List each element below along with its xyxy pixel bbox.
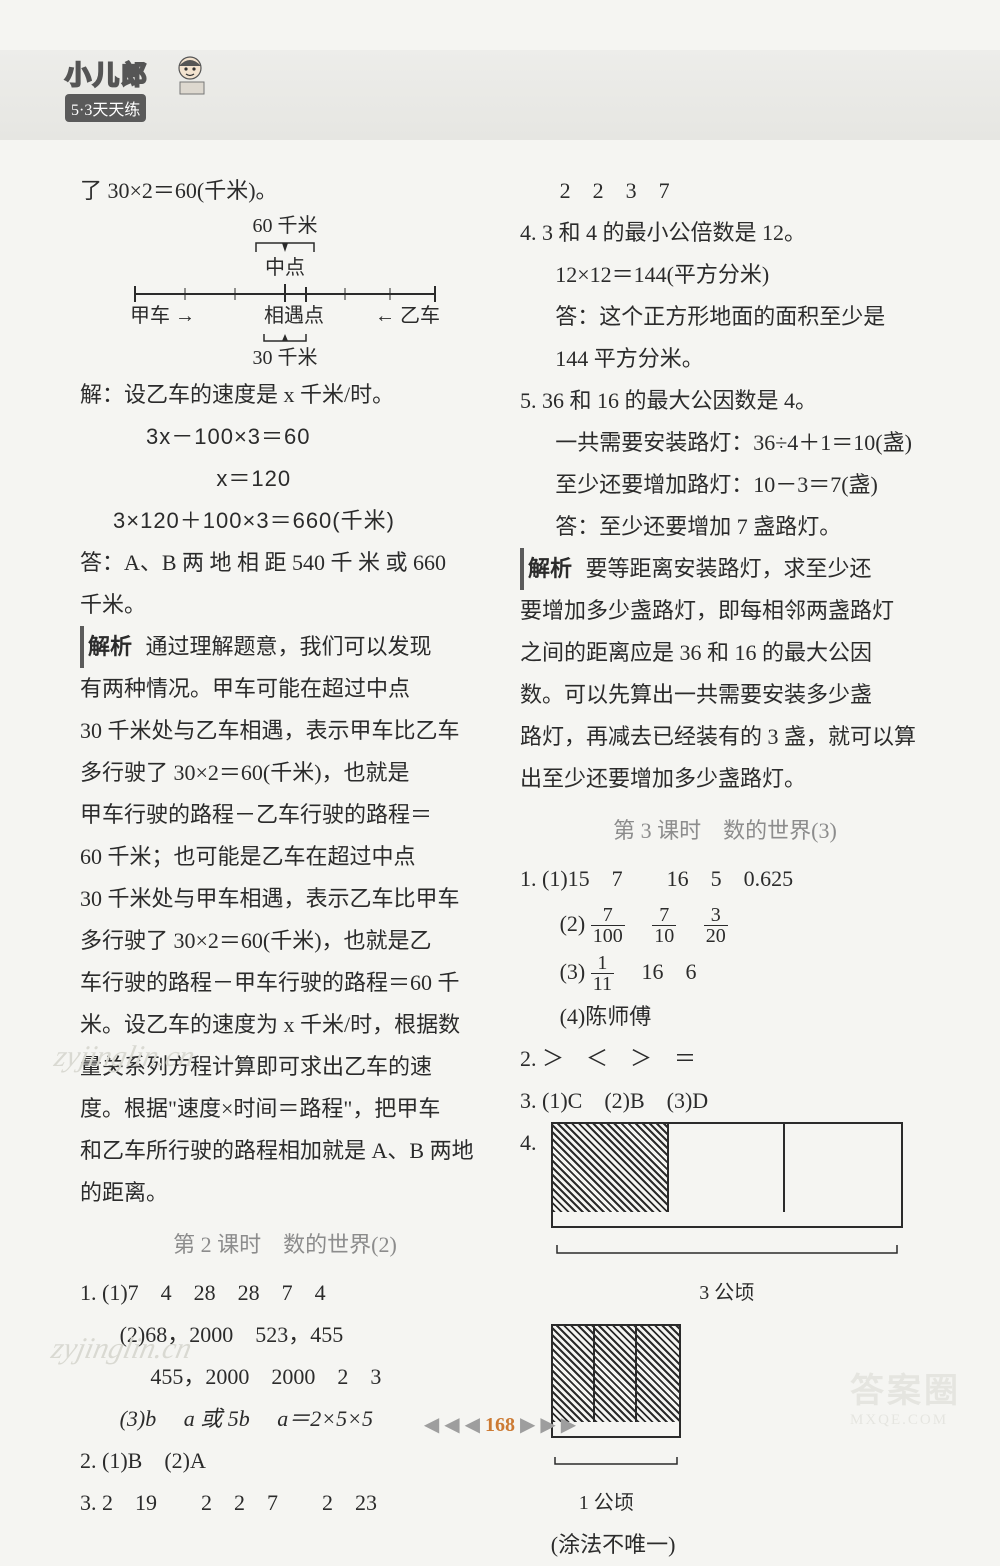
q5: 5. 36 和 16 的最大公因数是 4。: [520, 380, 930, 422]
q4: 答：这个正方形地面的面积至少是: [520, 296, 930, 338]
analysis-text: 米。设乙车的速度为 x 千米/时，根据数: [80, 1004, 490, 1046]
analysis-text: 多行驶了 30×2＝60(千米)，也就是乙: [80, 920, 490, 962]
q5: 一共需要安装路灯：36÷4＋1＝10(盏): [520, 422, 930, 464]
q5: 答：至少还要增加 7 盏路灯。: [520, 506, 930, 548]
analysis-block: 解析 要等距离安装路灯，求至少还: [520, 548, 930, 590]
number-line-icon: [130, 278, 440, 302]
analysis-text: 出至少还要增加多少盏路灯。: [520, 758, 930, 800]
fig-note: (涂法不唯一): [551, 1524, 903, 1566]
right-column: 2 2 3 7 4. 3 和 4 的最小公倍数是 12。 12×12＝144(平…: [520, 170, 930, 1566]
analysis-text: 30 千米处与甲车相遇，表示乙车比甲车: [80, 878, 490, 920]
empty-cell: [785, 1124, 901, 1212]
line: 2 2 3 7: [520, 170, 930, 212]
equation: x＝120: [80, 458, 490, 500]
s3-q1-1: 1. (1)15 7 16 5 0.625: [520, 858, 930, 900]
diagram-left: 甲车 →: [130, 306, 195, 326]
analysis-text: 度。根据"速度×时间＝路程"，把甲车: [80, 1088, 490, 1130]
badge-url: MXQE.COM: [850, 1412, 990, 1429]
brand-sub: 5·3天天练: [65, 94, 146, 122]
analysis-text: 要增加多少盏路灯，即每相邻两盏路灯: [520, 590, 930, 632]
analysis-text: 车行驶的路程－甲车行驶的路程＝60 千: [80, 962, 490, 1004]
s3-q2: 2. ＞ ＜ ＞ ＝: [520, 1038, 930, 1080]
text: 16 6: [642, 959, 697, 984]
diagram-mid: 中点: [130, 258, 440, 278]
analysis-label: 解析: [80, 626, 136, 668]
arrows-right-icon: ▶ ▶ ▶: [520, 1414, 576, 1436]
fraction: 111: [591, 953, 614, 994]
hatched-cell: [595, 1326, 637, 1422]
solution-label: 解：设乙车的速度是 x 千米/时。: [80, 374, 490, 416]
line: 了 30×2＝60(千米)。: [80, 170, 490, 212]
diagram-bottom: 30 千米: [130, 348, 440, 368]
q1-2: (2)68，2000 523，455: [80, 1314, 490, 1356]
distance-diagram: 60 千米 中点 甲车 → 相遇点 ← 乙车 30 千米: [130, 216, 440, 368]
q3: 3. 2 19 2 2 7 2 23: [80, 1482, 490, 1524]
q4-num: 4.: [520, 1122, 551, 1164]
arrows-left-icon: ◀ ◀ ◀: [424, 1414, 480, 1436]
label: (3): [560, 959, 586, 984]
answer: 千米。: [80, 584, 490, 626]
answer: 答：A、B 两 地 相 距 540 千 米 或 660: [80, 542, 490, 584]
mascot-icon: [168, 52, 212, 96]
analysis-text: 要等距离安装路灯，求至少还: [586, 556, 872, 581]
analysis-label: 解析: [520, 548, 576, 590]
fraction: 320: [704, 905, 728, 946]
analysis-text: 数。可以先算出一共需要安装多少盏: [520, 674, 930, 716]
analysis-text: 和乙车所行驶的路程相加就是 A、B 两地: [80, 1130, 490, 1172]
fraction: 7100: [591, 905, 625, 946]
equation: 3x－100×3＝60: [80, 416, 490, 458]
fig1-label: 3 公顷: [551, 1272, 903, 1314]
q4: 144 平方分米。: [520, 338, 930, 380]
s3-q3: 3. (1)C (2)B (3)D: [520, 1080, 930, 1122]
analysis-text: 量关系列方程计算即可求出乙车的速: [80, 1046, 490, 1088]
q4: 4. 3 和 4 的最小公倍数是 12。: [520, 212, 930, 254]
section-2-title: 第 2 课时 数的世界(2): [80, 1224, 490, 1266]
analysis-text: 路灯，再减去已经装有的 3 盏，就可以算: [520, 716, 930, 758]
label: (2): [560, 911, 586, 936]
q2: 2. (1)B (2)A: [80, 1440, 490, 1482]
badge-title: 答案圈: [850, 1363, 990, 1412]
analysis-block: 解析 通过理解题意，我们可以发现: [80, 626, 490, 668]
hatched-cell: [553, 1326, 595, 1422]
analysis-text: 多行驶了 30×2＝60(千米)，也就是: [80, 752, 490, 794]
s3-q4: 4. 3 公顷 1 公顷 (涂法不唯一): [520, 1122, 930, 1566]
q4: 12×12＝144(平方分米): [520, 254, 930, 296]
empty-cell: [669, 1124, 785, 1212]
diagram-right: ← 乙车: [375, 306, 440, 326]
q5: 至少还要增加路灯：10－3＝7(盏): [520, 464, 930, 506]
s3-q1-4: (4)陈师傅: [520, 996, 930, 1038]
q1-2b: 455，2000 2000 2 3: [80, 1356, 490, 1398]
analysis-text: 的距离。: [80, 1172, 490, 1214]
fraction: 710: [652, 905, 676, 946]
analysis-text: 之间的距离应是 36 和 16 的最大公因: [520, 632, 930, 674]
analysis-text: 30 千米处与乙车相遇，表示甲车比乙车: [80, 710, 490, 752]
hatched-cell: [553, 1124, 669, 1212]
analysis-text: 60 千米；也可能是乙车在超过中点: [80, 836, 490, 878]
fig2-label: 1 公顷: [551, 1482, 903, 1524]
s3-q1-3: (3) 111 16 6: [520, 948, 930, 996]
analysis-text: 甲车行驶的路程－乙车行驶的路程＝: [80, 794, 490, 836]
page-number: 168: [485, 1414, 515, 1436]
section-3-title: 第 3 课时 数的世界(3): [520, 810, 930, 852]
q1-1: 1. (1)7 4 28 28 7 4: [80, 1272, 490, 1314]
analysis-text: 有两种情况。甲车可能在超过中点: [80, 668, 490, 710]
analysis-text: 通过理解题意，我们可以发现: [146, 634, 432, 659]
s3-q1-2: (2) 7100 710 320: [520, 900, 930, 948]
figure-1: [551, 1122, 903, 1228]
hatched-cell: [637, 1326, 679, 1422]
left-column: 了 30×2＝60(千米)。 60 千米 中点 甲车 → 相遇点 ← 乙车 30…: [80, 170, 490, 1524]
equation: 3×120＋100×3＝660(千米): [80, 500, 490, 542]
diagram-meet: 相遇点: [264, 306, 324, 326]
diagram-top: 60 千米: [130, 216, 440, 236]
answer-badge: 答案圈 MXQE.COM: [850, 1363, 990, 1433]
